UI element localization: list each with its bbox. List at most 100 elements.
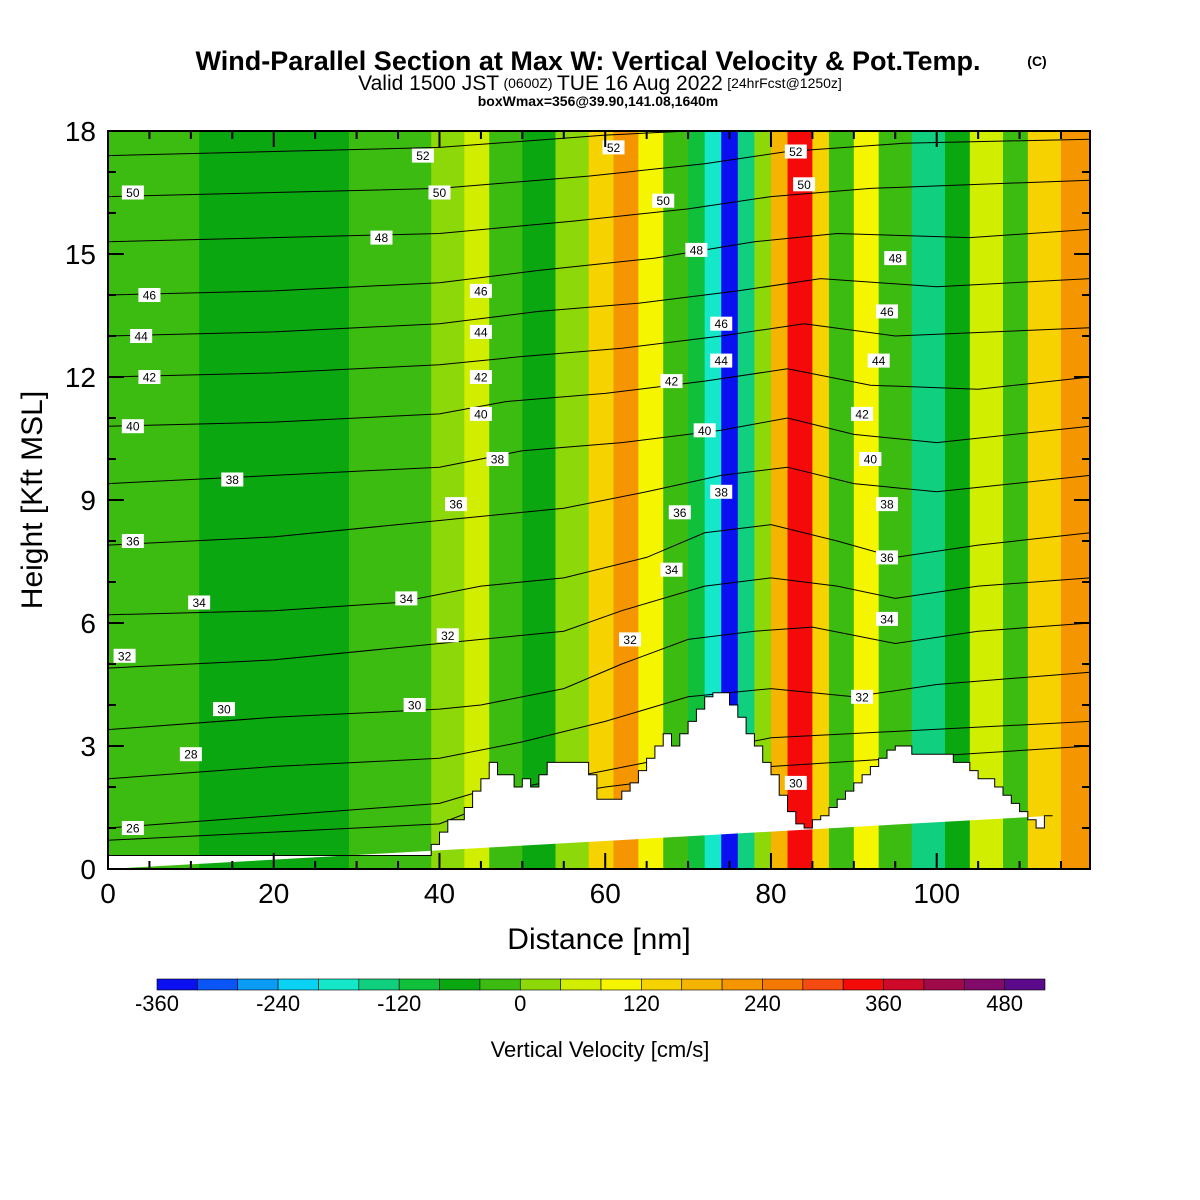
isentrope-38 xyxy=(108,417,1090,485)
contour-label-46: 46 xyxy=(875,304,898,319)
contour-label-bg xyxy=(619,632,642,647)
velocity-band-6 xyxy=(555,131,590,869)
contour-label-text: 42 xyxy=(855,407,869,421)
contour-labels: 26 28 30 30 30 32 32 32 32 34 34 34 34 36 36 36 36 38 38 38… xyxy=(113,140,907,836)
isentrope-50 xyxy=(108,138,1090,198)
x-tick-label: 0 xyxy=(100,878,116,909)
contour-label-44: 44 xyxy=(867,353,890,368)
isentrope-40 xyxy=(108,368,1090,427)
colorbar-swatch xyxy=(721,978,763,991)
contour-label-bg xyxy=(710,316,733,331)
colorbar-tick-label: -240 xyxy=(256,991,300,1016)
contour-label-bg xyxy=(130,329,153,343)
isentrope-42 xyxy=(108,323,1090,378)
plot-area: 26 28 30 30 30 32 32 32 32 34 34 34 34 36 36 36 36 38 38 38… xyxy=(107,130,1091,870)
isentrope-28 xyxy=(108,671,1090,780)
contour-label-36: 36 xyxy=(875,550,898,565)
contour-label-text: 36 xyxy=(449,498,463,512)
contour-label-text: 44 xyxy=(474,325,488,339)
contour-label-bg xyxy=(685,242,708,257)
contour-label-50: 50 xyxy=(428,185,451,200)
velocity-band-1 xyxy=(199,131,349,869)
colorbar-swatch xyxy=(762,978,804,991)
contour-label-text: 30 xyxy=(217,703,231,717)
contour-label-38: 38 xyxy=(221,472,244,487)
contour-label-text: 44 xyxy=(134,330,148,344)
x-tick-label: 60 xyxy=(590,878,621,909)
contour-label-bg xyxy=(660,374,683,389)
velocity-band-13 xyxy=(721,131,739,869)
chart-title: Wind-Parallel Section at Max W: Vertical… xyxy=(196,46,981,76)
contour-label-text: 46 xyxy=(880,305,894,319)
contour-label-text: 48 xyxy=(690,243,704,257)
contour-label-text: 38 xyxy=(880,498,894,512)
velocity-band-12 xyxy=(704,131,722,869)
contour-label-text: 26 xyxy=(126,822,140,836)
contour-label-bg xyxy=(121,185,144,200)
colorbar-swatch xyxy=(681,978,723,991)
contour-label-bg xyxy=(179,747,202,762)
x-tick-label: 80 xyxy=(755,878,786,909)
y-tick-label: 12 xyxy=(65,362,96,393)
contour-label-44: 44 xyxy=(469,324,492,339)
contour-label-text: 34 xyxy=(665,563,679,577)
contour-label-bg xyxy=(851,406,874,421)
contour-label-34: 34 xyxy=(875,611,898,626)
contour-label-bg xyxy=(652,193,675,208)
terrain-mask xyxy=(107,692,1053,869)
contour-label-text: 34 xyxy=(880,612,894,626)
contour-label-text: 50 xyxy=(433,186,447,200)
colorbar-tick-label: 240 xyxy=(744,991,781,1016)
y-axis-title: Height [Kft MSL] xyxy=(16,391,49,609)
isentrope-46 xyxy=(108,228,1090,296)
colorbar-swatch xyxy=(883,978,925,991)
contour-label-bg xyxy=(395,591,418,606)
y-tick-label: 18 xyxy=(65,116,96,147)
contour-label-bg xyxy=(121,419,144,434)
colorbar-tick-label: 0 xyxy=(514,991,526,1016)
subtitle-fcst: [24hrFcst@1250z] xyxy=(727,75,842,91)
contour-label-bg xyxy=(875,611,898,626)
isentrope-48 xyxy=(108,179,1090,243)
velocity-band-18 xyxy=(812,131,830,869)
contour-label-bg xyxy=(213,702,236,717)
colorbar-tick-label: -120 xyxy=(377,991,421,1016)
contour-label-bg xyxy=(121,821,144,835)
contour-label-30: 30 xyxy=(213,702,236,717)
contour-label-50: 50 xyxy=(652,193,675,208)
x-tick-label: 100 xyxy=(913,878,960,909)
y-tick-label: 15 xyxy=(65,239,96,270)
colorbar-swatch xyxy=(560,978,602,991)
contour-label-44: 44 xyxy=(710,353,733,368)
contour-label-text: 40 xyxy=(126,420,140,434)
y-tick-label: 3 xyxy=(80,731,96,762)
velocity-band-26 xyxy=(1027,131,1062,869)
velocity-band-19 xyxy=(828,131,855,869)
contour-label-bg xyxy=(859,452,882,466)
contour-label-text: 48 xyxy=(889,252,903,266)
contour-label-40: 40 xyxy=(859,452,882,467)
contour-label-32: 32 xyxy=(851,689,874,704)
contour-label-50: 50 xyxy=(121,185,144,200)
contour-label-50: 50 xyxy=(793,177,816,192)
contour-label-text: 28 xyxy=(184,748,198,762)
contour-label-text: 36 xyxy=(673,506,687,520)
contour-label-text: 34 xyxy=(192,596,206,610)
chart-title-mark: (C) xyxy=(1027,53,1046,69)
contour-label-text: 46 xyxy=(715,317,729,331)
contour-label-bg xyxy=(784,144,807,159)
isentrope-32 xyxy=(108,577,1090,669)
isentrope-36 xyxy=(108,466,1090,546)
colorbar-title: Vertical Velocity [cm/s] xyxy=(491,1037,710,1062)
contour-label-bg xyxy=(875,550,898,565)
isentrope-34 xyxy=(108,524,1090,616)
contour-label-38: 38 xyxy=(710,484,733,499)
colorbar-swatch xyxy=(963,978,1005,991)
vertical-velocity-field xyxy=(108,131,1090,869)
contour-label-text: 32 xyxy=(441,629,455,643)
contour-label-bg xyxy=(121,534,144,548)
contour-label-text: 40 xyxy=(474,407,488,421)
velocity-band-15 xyxy=(754,131,772,869)
contour-label-38: 38 xyxy=(875,497,898,512)
